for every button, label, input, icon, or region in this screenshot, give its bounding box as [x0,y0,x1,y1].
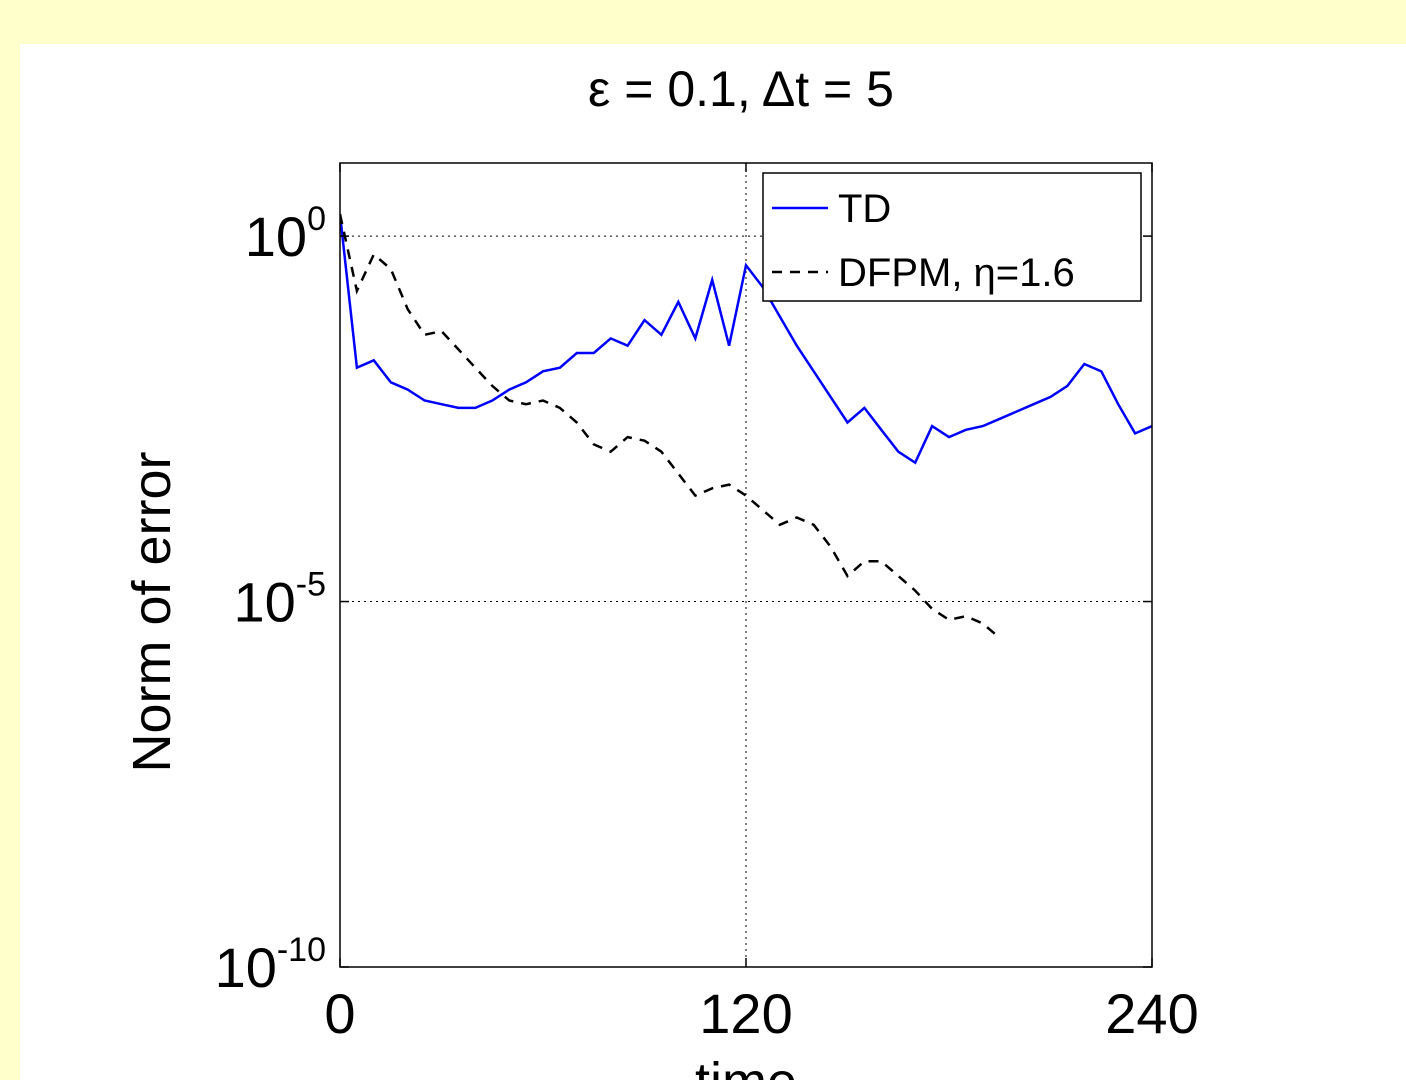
legend-label-dfpm: DFPM, η=1.6 [838,251,1075,295]
y-tick-label-0: 100 [245,200,326,268]
legend-label-td: TD [838,187,891,231]
line-chart: ε = 0.1, Δt = 5 0 120 240 100 10-5 10-10 Nor… [122,61,1199,1080]
chart-title: ε = 0.1, Δt = 5 [588,61,894,117]
figure-panel: ε = 0.1, Δt = 5 0 120 240 100 10-5 10-10 Nor… [20,44,1406,1080]
grid [340,163,1152,967]
x-axis-tick-labels: 0 120 240 [324,982,1198,1045]
y-tick-label-1: 10-5 [233,566,326,634]
x-tick-label-0: 0 [324,982,355,1045]
series-line-dfpm [340,213,1001,640]
y-tick-label-2: 10-10 [215,931,326,999]
x-tick-label-2: 240 [1105,982,1198,1045]
x-axis-label: time [695,1052,797,1080]
axis-ticks [339,163,1153,968]
x-tick-label-1: 120 [699,982,792,1045]
legend-box [762,172,1142,302]
y-axis-tick-labels: 100 10-5 10-10 [215,200,326,999]
series-line-td [340,214,1152,465]
legend: TD DFPM, η=1.6 [762,172,1142,302]
y-axis-label: Norm of error [122,451,182,772]
